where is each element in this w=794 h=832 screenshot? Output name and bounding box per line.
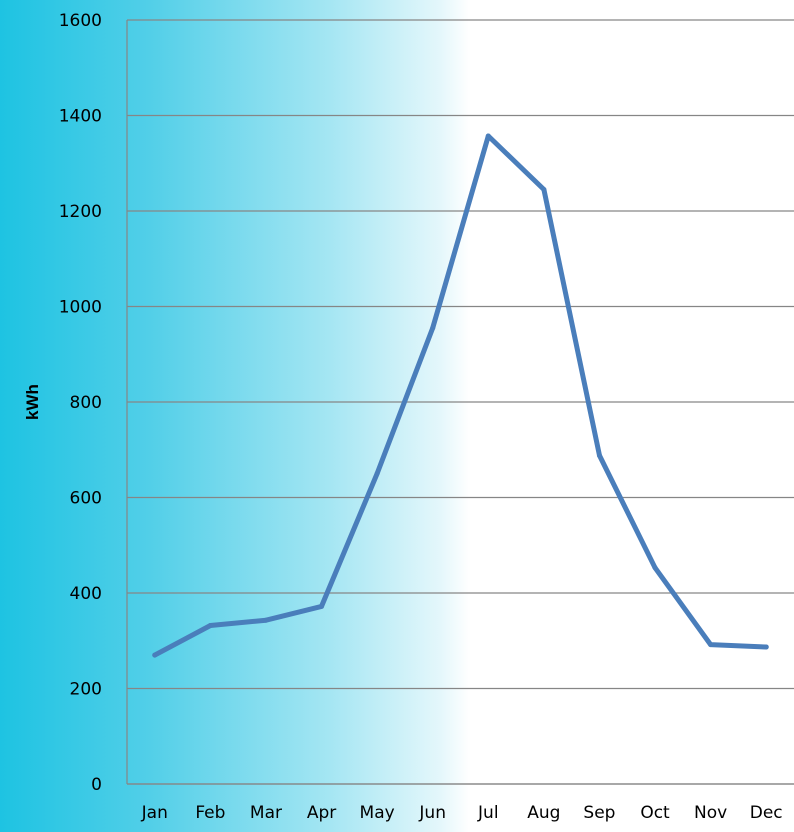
y-tick-labels: 0 200 400 600 800 1000 1200 1400 1600 (59, 11, 102, 795)
y-tick-label: 600 (70, 489, 102, 509)
y-tick-label: 1000 (59, 298, 102, 318)
data-point-oct (652, 565, 658, 571)
y-axis-title: kWh (23, 384, 42, 420)
x-tick-label: Jul (477, 803, 499, 823)
data-point-dec (763, 644, 769, 650)
data-point-may (374, 471, 380, 477)
y-tick-label: 1600 (59, 11, 102, 31)
data-point-mar (263, 617, 269, 623)
data-point-feb (207, 622, 213, 628)
data-point-sep (596, 452, 602, 458)
y-tick-label: 200 (70, 680, 102, 700)
data-point-jul (485, 133, 491, 139)
y-tick-label: 400 (70, 584, 102, 604)
x-tick-labels: Jan Feb Mar Apr May Jun Jul Aug Sep Oct Nov Dec (141, 803, 783, 823)
data-point-nov (708, 642, 714, 648)
x-tick-label: Apr (307, 803, 336, 823)
y-tick-label: 0 (91, 775, 102, 795)
x-tick-label: Jun (418, 803, 446, 823)
x-tick-label: Mar (250, 803, 282, 823)
gridlines (127, 19, 794, 785)
x-tick-label: Sep (583, 803, 615, 823)
x-tick-label: Aug (527, 803, 560, 823)
series-lines (152, 133, 769, 658)
data-point-jun (430, 325, 436, 331)
x-tick-label: Jan (141, 803, 168, 823)
x-tick-label: Dec (750, 803, 783, 823)
x-tick-label: Oct (640, 803, 670, 823)
data-point-aug (541, 187, 547, 193)
x-tick-label: May (360, 803, 395, 823)
series-line-0 (152, 133, 769, 658)
y-tick-label: 800 (70, 393, 102, 413)
data-point-apr (319, 603, 325, 609)
y-tick-label: 1400 (59, 107, 102, 127)
data-point-jan (152, 652, 158, 658)
y-tick-label: 1200 (59, 202, 102, 222)
x-tick-label: Nov (694, 803, 727, 823)
x-tick-label: Feb (195, 803, 225, 823)
